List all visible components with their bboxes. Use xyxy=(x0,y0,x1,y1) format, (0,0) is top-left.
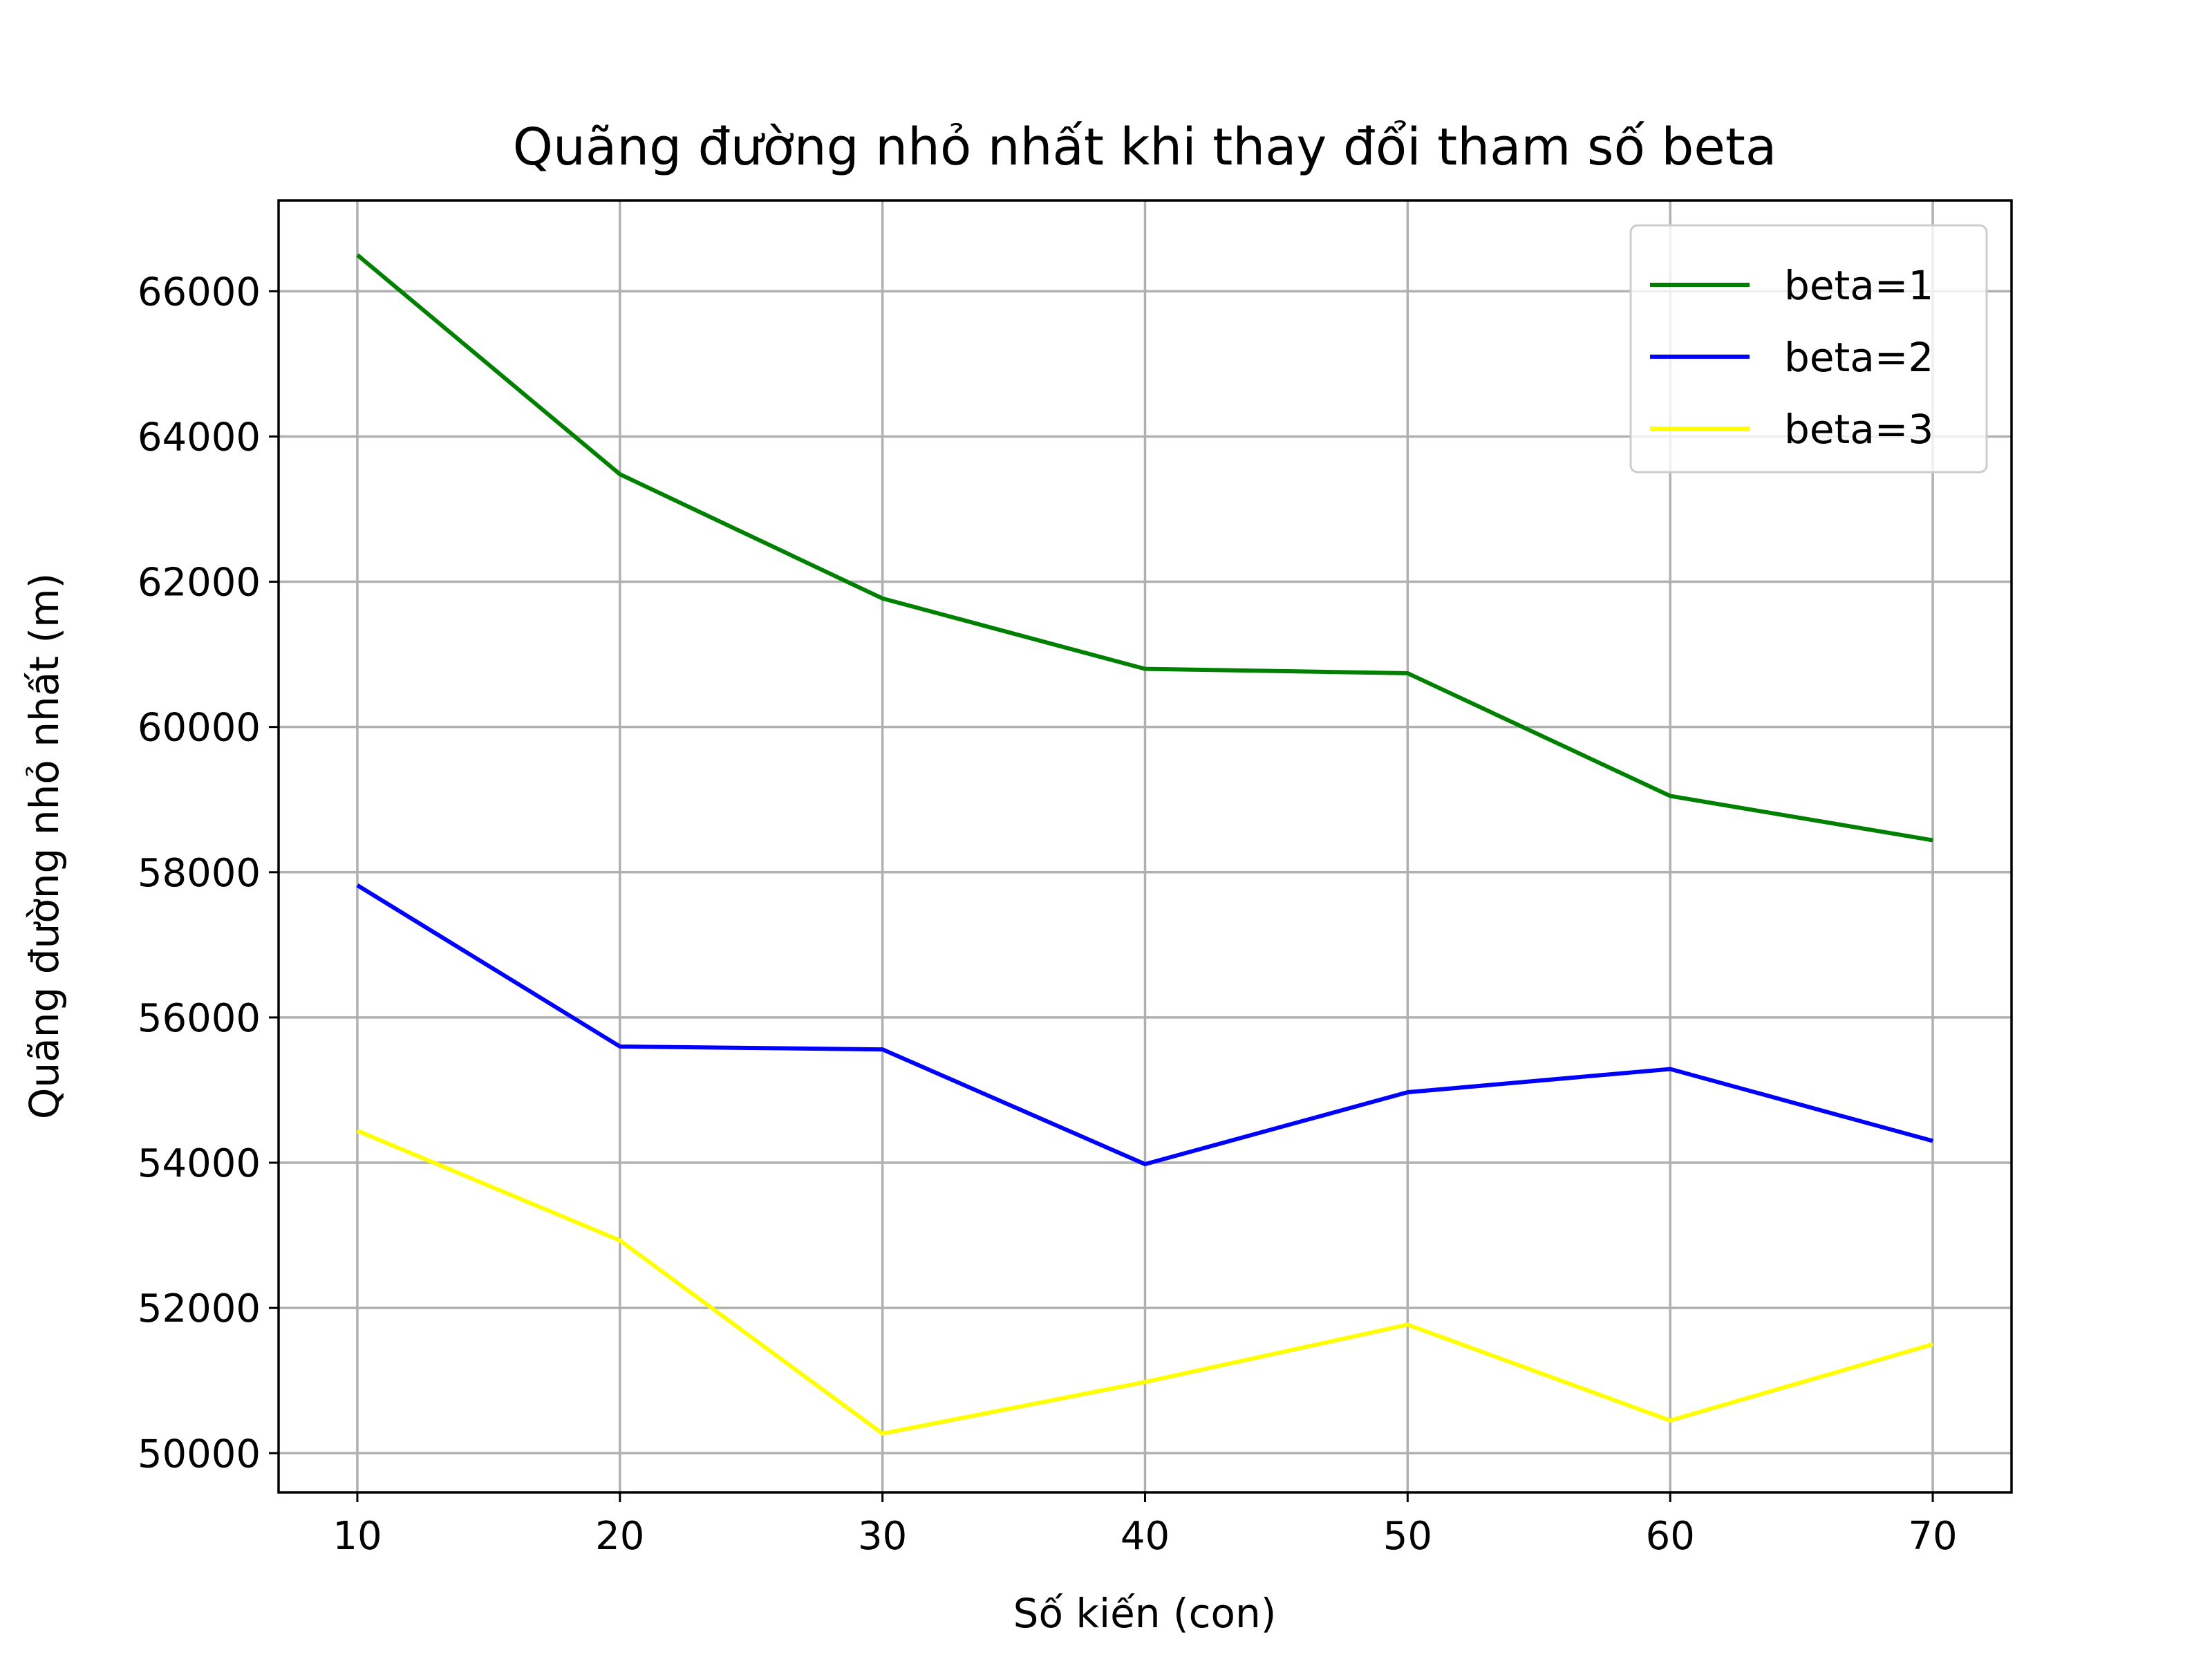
legend: beta=1 beta=2 beta=3 xyxy=(1629,224,1988,474)
y-tick-label: 54000 xyxy=(138,1141,261,1186)
x-tick-label: 30 xyxy=(858,1514,907,1559)
x-tick-label: 10 xyxy=(332,1514,382,1559)
y-tick-label: 66000 xyxy=(138,270,261,315)
y-tick-label: 62000 xyxy=(138,561,261,606)
y-tick-label: 60000 xyxy=(138,706,261,751)
plot-series xyxy=(356,253,1933,1436)
y-tick-label: 52000 xyxy=(138,1286,261,1331)
y-tick-label: 58000 xyxy=(138,851,261,896)
x-tick-label: 40 xyxy=(1121,1514,1170,1559)
legend-box xyxy=(1629,224,1988,474)
x-tick-label: 50 xyxy=(1383,1514,1432,1559)
x-tick-label: 70 xyxy=(1908,1514,1957,1559)
legend-label: beta=3 xyxy=(1784,406,1933,453)
y-tick-label: 56000 xyxy=(138,996,261,1041)
x-tick-label: 20 xyxy=(595,1514,644,1559)
legend-label: beta=1 xyxy=(1784,262,1933,309)
legend-label: beta=2 xyxy=(1784,334,1933,381)
axis-ticks: 10 20 30 40 50 60 70 50000 52000 54000 56000 58000 6… xyxy=(138,270,1958,1559)
x-axis-label: Số kiến (con) xyxy=(1013,1590,1277,1637)
series-line-beta-3 xyxy=(356,1129,1933,1436)
x-tick-label: 60 xyxy=(1646,1514,1695,1559)
chart-title: Quãng đường nhỏ nhất khi thay đổi tham s… xyxy=(513,118,1777,177)
y-axis-label: Quãng đường nhỏ nhất (m) xyxy=(21,573,68,1119)
y-tick-label: 64000 xyxy=(138,415,261,460)
series-line-beta-2 xyxy=(356,883,1933,1167)
y-tick-label: 50000 xyxy=(138,1432,261,1477)
series-line-beta-1 xyxy=(356,253,1933,843)
